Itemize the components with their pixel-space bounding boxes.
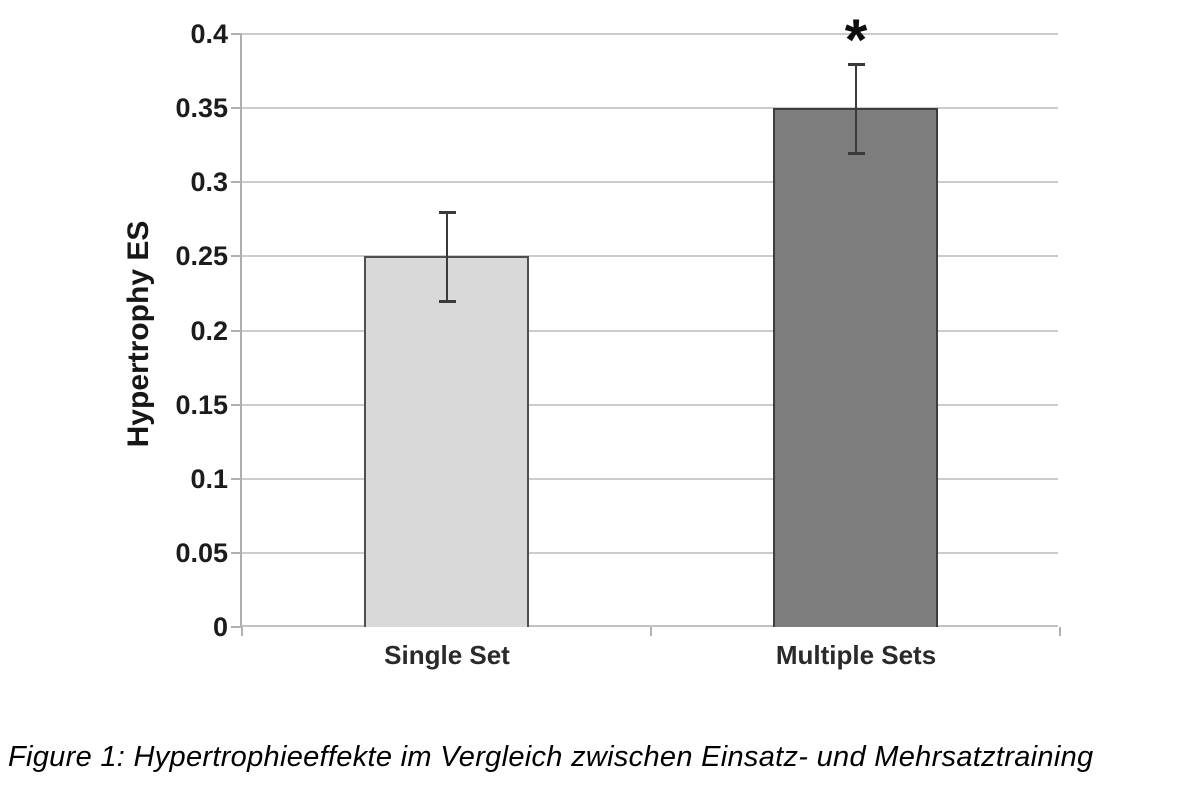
error-bar-cap-bottom [439, 300, 456, 303]
y-gridline [242, 33, 1058, 35]
x-tick-label: Single Set [384, 640, 510, 670]
y-gridline [242, 181, 1058, 183]
y-axis-tick [231, 255, 242, 257]
error-bar-line [446, 212, 448, 301]
error-bar-cap-top [439, 211, 456, 214]
bar-multiple-sets [773, 108, 938, 627]
y-axis-tick [231, 33, 242, 35]
y-tick-label: 0 [212, 612, 228, 642]
y-tick-label: 0.25 [175, 241, 228, 271]
y-gridline [242, 107, 1058, 109]
y-axis-tick [231, 478, 242, 480]
y-axis-tick [231, 404, 242, 406]
significance-asterisk: * [844, 8, 868, 73]
x-axis-tick [1059, 627, 1061, 636]
x-tick-label: Multiple Sets [775, 640, 937, 670]
y-axis-tick [231, 626, 242, 628]
error-bar-cap-top [848, 63, 865, 66]
x-axis-tick [650, 627, 652, 636]
y-axis-tick [231, 181, 242, 183]
y-gridline [242, 330, 1058, 332]
y-tick-label: 0.2 [190, 316, 228, 346]
y-tick-label: 0.35 [175, 93, 228, 123]
y-tick-label: 0.3 [190, 167, 228, 197]
error-bar-line [855, 64, 857, 153]
y-axis-tick [231, 552, 242, 554]
y-axis-tick [231, 107, 242, 109]
y-tick-label: 0.15 [175, 390, 228, 420]
y-gridline [242, 404, 1058, 406]
y-axis-tick [231, 330, 242, 332]
y-tick-label: 0.1 [190, 464, 228, 494]
y-gridline [242, 552, 1058, 554]
bar-single-set [364, 256, 529, 627]
figure-caption: Figure 1: Hypertrophieeffekte im Verglei… [8, 741, 1094, 773]
x-axis-tick [241, 627, 243, 636]
y-tick-label: 0.4 [190, 19, 228, 49]
error-bar-cap-bottom [848, 152, 865, 155]
y-gridline [242, 478, 1058, 480]
y-gridline [242, 255, 1058, 257]
plot-area: 0 0.05 0.1 0.15 0.2 0.25 0.3 0.35 0.4 Single Set M… [175, 12, 1061, 670]
y-tick-label: 0.05 [175, 538, 228, 568]
